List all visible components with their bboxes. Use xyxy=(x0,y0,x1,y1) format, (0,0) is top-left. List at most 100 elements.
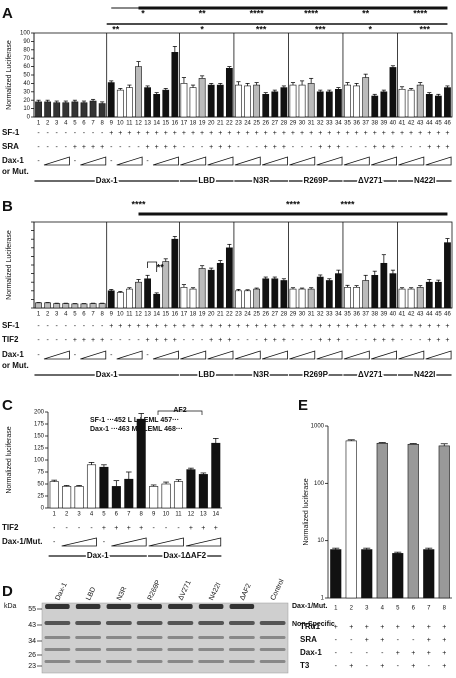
bar xyxy=(289,288,297,309)
row-value: + xyxy=(309,130,313,137)
row-value: - xyxy=(365,144,368,151)
row-value: + xyxy=(318,337,322,344)
row-value: + xyxy=(209,144,213,151)
blot-band xyxy=(44,621,71,625)
bracket xyxy=(147,261,158,272)
row-label: Dax-1 xyxy=(2,350,24,359)
row-value: + xyxy=(396,624,400,631)
row-value: - xyxy=(292,144,295,151)
bar xyxy=(216,262,224,309)
row-label: Dax-1/Mut. xyxy=(2,537,42,546)
bar xyxy=(235,84,242,118)
row-value: - xyxy=(110,144,113,151)
lane-number: 1 xyxy=(53,512,57,518)
row-value: + xyxy=(114,525,118,532)
lane-number: 2 xyxy=(65,512,69,518)
significance-mark: **** xyxy=(131,199,146,209)
y-tick-label: 90 xyxy=(23,39,30,45)
row-value: + xyxy=(442,663,446,670)
lane-number: 26 xyxy=(262,312,269,318)
y-tick-label: 25 xyxy=(37,494,44,500)
blot-band xyxy=(105,648,132,651)
bar xyxy=(407,288,415,309)
bar xyxy=(111,486,121,509)
bar xyxy=(345,440,357,599)
blot-band xyxy=(44,660,71,663)
blot-band xyxy=(198,604,224,609)
row-value: + xyxy=(146,144,150,151)
bar xyxy=(376,442,388,599)
group-label: LBD xyxy=(198,370,215,379)
lane-number: 7 xyxy=(91,312,95,318)
inset-title: AF2 xyxy=(173,407,186,414)
bar xyxy=(407,89,415,118)
bar xyxy=(44,302,52,309)
row-value: + xyxy=(173,144,177,151)
row-value: + xyxy=(102,525,106,532)
y-tick-label: 0 xyxy=(27,115,31,121)
row-value: + xyxy=(173,323,177,330)
row-value: + xyxy=(282,337,286,344)
lane-number: 10 xyxy=(117,312,124,318)
row-value: + xyxy=(382,144,386,151)
row-value: + xyxy=(427,650,431,657)
bar xyxy=(126,288,133,309)
blot-band xyxy=(75,621,102,625)
row-value: + xyxy=(418,323,422,330)
panel-label: C xyxy=(2,397,13,414)
bar xyxy=(89,100,97,118)
row-value: + xyxy=(100,337,104,344)
bar xyxy=(361,549,373,599)
row-value: + xyxy=(273,130,277,137)
row-label: Dax-1 xyxy=(300,648,322,657)
row-value: + xyxy=(327,130,331,137)
titration-triangle xyxy=(398,350,425,360)
row-value: - xyxy=(183,144,186,151)
group-label: LBD xyxy=(198,176,215,185)
row-value: + xyxy=(173,130,177,137)
lane-number: 9 xyxy=(152,512,156,518)
group-label: N3R xyxy=(253,176,269,185)
lane-number: 6 xyxy=(82,312,86,318)
row-value: - xyxy=(401,144,404,151)
bar xyxy=(335,88,342,118)
row-value: + xyxy=(264,130,268,137)
titration-triangle xyxy=(116,156,143,166)
lane-number: 21 xyxy=(217,312,224,318)
significance-mark: ** xyxy=(157,262,165,272)
row-value: + xyxy=(73,144,77,151)
lane-number: 14 xyxy=(153,121,160,127)
bar xyxy=(135,66,142,118)
row-value: - xyxy=(192,337,195,344)
row-value: + xyxy=(127,130,131,137)
row-value: + xyxy=(136,130,140,137)
row-value: + xyxy=(396,650,400,657)
lane-number: 33 xyxy=(326,121,333,127)
bar xyxy=(262,94,270,118)
row-value: - xyxy=(137,144,140,151)
row-value: + xyxy=(164,130,168,137)
lane-number: 13 xyxy=(200,512,207,518)
row-value: + xyxy=(327,144,331,151)
bar xyxy=(271,278,279,309)
lane-number: 4 xyxy=(64,121,68,127)
lane-number: 22 xyxy=(226,121,233,127)
row-value: + xyxy=(445,323,449,330)
y-tick-label: 100 xyxy=(34,458,45,464)
row-value: + xyxy=(164,337,168,344)
y-tick-label: 50 xyxy=(23,73,30,79)
bar xyxy=(444,242,451,309)
row-value: + xyxy=(245,130,249,137)
lane-number: 34 xyxy=(335,312,342,318)
row-value: + xyxy=(445,337,449,344)
bar xyxy=(416,287,424,309)
row-value: - xyxy=(335,663,338,670)
significance-mark: ** xyxy=(362,8,370,18)
bar xyxy=(353,287,360,309)
row-value: + xyxy=(309,323,313,330)
titration-triangle xyxy=(289,156,316,166)
bar xyxy=(344,84,351,118)
lane-number: 17 xyxy=(181,121,188,127)
lane-label: ΔAF2 xyxy=(239,583,253,602)
row-value: - xyxy=(92,130,95,137)
